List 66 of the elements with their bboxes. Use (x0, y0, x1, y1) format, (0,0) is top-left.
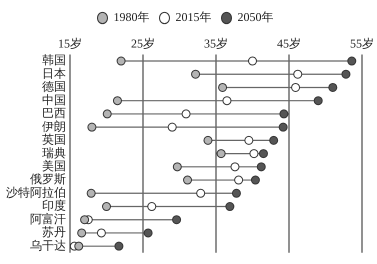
y-tick-label: 韩国 (42, 53, 66, 68)
point (216, 149, 226, 158)
point (87, 122, 96, 132)
point (230, 162, 240, 172)
point (248, 56, 257, 66)
y-tick-label: 美国 (42, 158, 66, 173)
y-tick-label: 中国 (42, 92, 66, 107)
point (258, 149, 268, 158)
point (147, 202, 156, 212)
legend-label: 2050年 (238, 10, 274, 24)
point (269, 136, 278, 145)
point (86, 188, 96, 198)
x-tick-label: 35岁 (204, 36, 228, 50)
legend-label: 1980年 (114, 10, 150, 24)
y-tick-label: 沙特阿拉伯 (6, 185, 66, 200)
point (225, 202, 234, 212)
point (234, 176, 244, 185)
point (291, 82, 300, 92)
point (196, 188, 206, 198)
point (244, 136, 254, 145)
x-tick-label: 15岁 (58, 36, 82, 50)
point (182, 109, 191, 118)
point (102, 109, 112, 118)
point (168, 122, 177, 132)
x-tick-label: 25岁 (131, 36, 155, 50)
point (279, 109, 288, 118)
point (102, 202, 111, 212)
point (114, 242, 124, 251)
point (278, 122, 288, 132)
point (183, 176, 192, 185)
legend-label: 2015年 (176, 10, 212, 24)
point (249, 149, 258, 158)
point (218, 82, 228, 92)
point (341, 70, 350, 79)
point (80, 215, 90, 224)
y-tick-label: 阿富汗 (30, 212, 66, 226)
y-tick-label: 德国 (42, 80, 66, 94)
y-tick-label: 俄罗斯 (30, 172, 66, 186)
point (250, 176, 260, 185)
point (222, 96, 232, 106)
y-tick-label: 伊朗 (42, 119, 66, 134)
point (172, 215, 182, 224)
y-tick-label: 印度 (42, 198, 66, 213)
point (77, 228, 86, 238)
y-tick-label: 日本 (42, 66, 66, 80)
point (144, 228, 153, 238)
point (347, 56, 356, 66)
point (74, 242, 84, 251)
point (328, 82, 338, 92)
point (96, 228, 106, 238)
point (314, 96, 323, 106)
point (112, 96, 122, 106)
x-tick-label: 55岁 (350, 36, 374, 50)
y-tick-label: 瑞典 (42, 146, 66, 160)
point (293, 70, 302, 79)
y-tick-label: 乌干达 (30, 238, 66, 252)
point (232, 188, 241, 198)
y-tick-label: 巴西 (42, 106, 66, 120)
point (191, 70, 200, 79)
point (256, 162, 266, 172)
y-tick-label: 英国 (42, 132, 66, 147)
x-tick-label: 45岁 (277, 36, 301, 50)
point (116, 56, 126, 66)
point (172, 162, 182, 172)
point (203, 136, 212, 145)
y-tick-label: 苏丹 (42, 225, 66, 240)
